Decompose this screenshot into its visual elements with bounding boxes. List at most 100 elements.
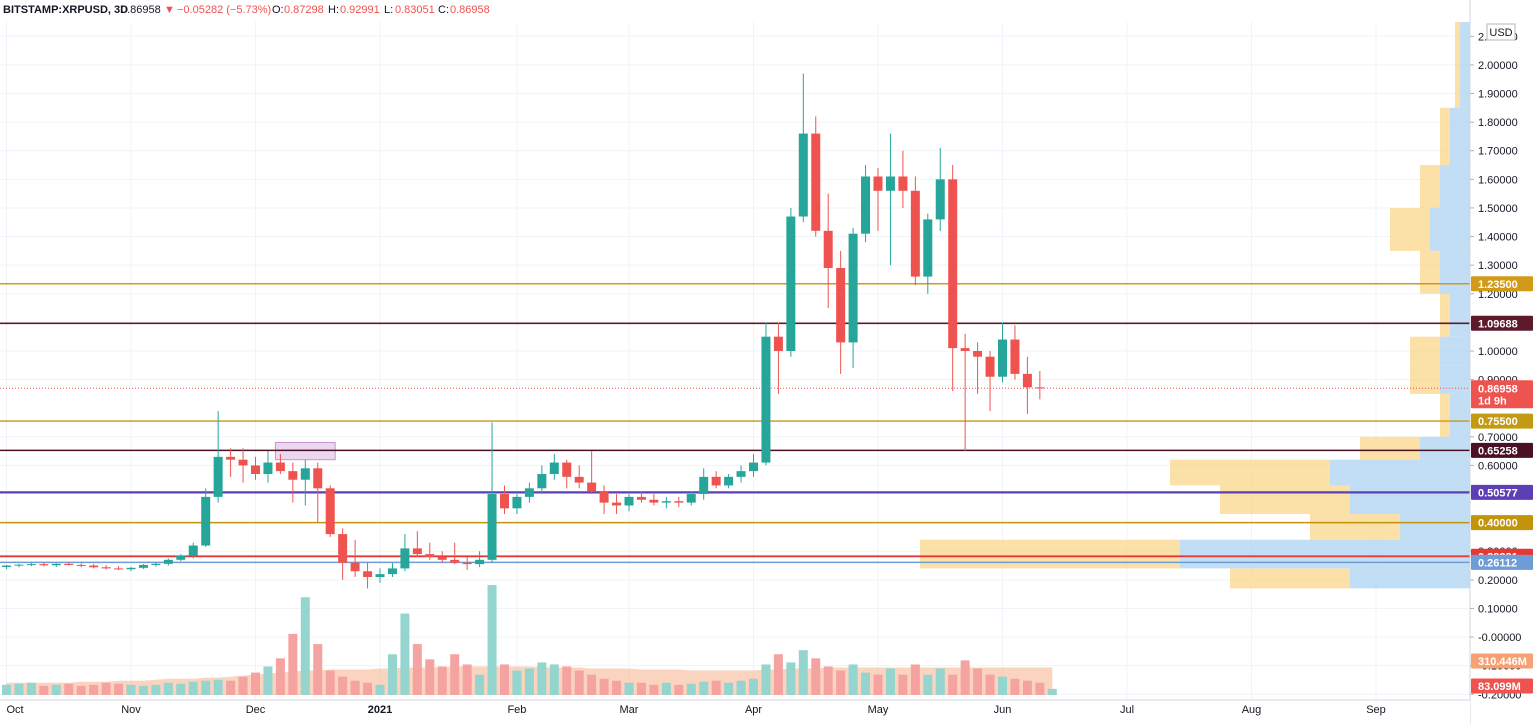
profile-up-bar <box>1440 250 1470 294</box>
candle <box>649 494 659 506</box>
candle <box>599 485 609 515</box>
volume-bar <box>226 680 236 695</box>
candle <box>375 568 385 583</box>
price-tick-label: 1.30000 <box>1478 260 1518 272</box>
profile-down-bar <box>1440 107 1450 166</box>
candle <box>1022 356 1032 414</box>
candle <box>487 422 497 563</box>
volume-bar <box>39 685 49 695</box>
time-tick-label: Nov <box>121 704 141 716</box>
candle <box>151 562 161 567</box>
volume-bar <box>773 654 783 695</box>
candle <box>412 531 422 557</box>
candle-body <box>76 564 86 566</box>
candle <box>39 562 49 567</box>
candle <box>873 167 883 231</box>
price-axis[interactable]: 2.100002.000001.900001.800001.700001.600… <box>1469 0 1536 724</box>
volume-bar <box>1010 678 1020 695</box>
volume-bar <box>798 650 808 695</box>
candle <box>201 488 211 547</box>
low-label: L: <box>384 4 393 16</box>
price-tick-label: 0.70000 <box>1478 432 1518 444</box>
candle-body <box>176 555 186 560</box>
currency-box[interactable]: USD <box>1486 23 1516 41</box>
candle-body <box>487 494 497 560</box>
volume-bar <box>101 682 111 695</box>
candle-body <box>400 548 410 569</box>
candle-body <box>798 133 808 217</box>
volume-bar <box>2 684 11 695</box>
volume-bar <box>500 664 509 695</box>
volume-bar <box>599 678 609 695</box>
candle-body <box>935 179 945 220</box>
time-tick-label: Jun <box>994 704 1012 716</box>
volume-bar <box>749 678 758 695</box>
volume-bar <box>935 668 945 695</box>
legend-header: BITSTAMP:XRPUSD, 3D 0.86958 ▼ −0.05282 (… <box>0 0 490 18</box>
candle <box>624 494 634 512</box>
symbol-label: BITSTAMP:XRPUSD, 3D <box>3 4 128 16</box>
high-value: 0.92991 <box>340 4 380 16</box>
candle-body <box>412 548 422 555</box>
candle <box>51 563 61 567</box>
candle-body <box>1010 339 1020 374</box>
volume-bar <box>375 684 385 695</box>
candle-body <box>686 494 696 503</box>
price-tick-label: -0.00000 <box>1478 632 1521 644</box>
candle-body <box>749 462 758 472</box>
volume-bar <box>910 664 920 695</box>
candle <box>325 485 335 537</box>
candle-body <box>226 456 236 460</box>
last-price: 0.86958 <box>121 4 161 16</box>
candle-body <box>350 562 360 572</box>
time-axis-bg <box>0 700 1470 724</box>
profile-up-bar <box>1460 22 1470 108</box>
candle-body <box>450 559 460 563</box>
level-price-label-bg <box>1471 442 1533 458</box>
candle-body <box>910 190 920 277</box>
price-axis-bg <box>1470 0 1536 724</box>
candle-body <box>325 488 335 535</box>
candle <box>251 456 260 480</box>
volume-bar <box>188 681 198 695</box>
candle <box>1010 325 1020 380</box>
candle-body <box>2 565 11 567</box>
volume-bar <box>512 670 522 695</box>
profile-up-bar <box>1180 539 1470 569</box>
price-tick-label: 1.40000 <box>1478 232 1518 244</box>
candle-body <box>873 176 883 191</box>
candle-body <box>811 133 821 231</box>
candle <box>462 556 472 570</box>
candle-body <box>649 499 659 503</box>
candle-body <box>201 496 211 546</box>
candle-body <box>948 179 958 349</box>
volume-bar <box>761 664 771 695</box>
time-axis[interactable]: Oct Nov Dec 2021 Feb Mar Apr May Jun Jul Aug Sep <box>0 699 1470 724</box>
level-price-label-bg <box>1471 276 1533 292</box>
candle <box>176 554 186 562</box>
profile-down-bar <box>1170 459 1330 486</box>
candles <box>2 73 1045 589</box>
candle-body <box>998 339 1007 377</box>
volume-bar <box>1035 682 1045 695</box>
candle <box>724 474 734 489</box>
profile-down-bar <box>1420 250 1440 294</box>
price-tick-label: 0.20000 <box>1478 575 1518 587</box>
candle <box>636 491 646 503</box>
candle-body <box>549 462 559 474</box>
candle-body <box>985 356 995 377</box>
profile-up-bar <box>1350 568 1470 589</box>
candle-body <box>338 534 348 563</box>
candle-body <box>636 496 646 500</box>
profile-down-bar <box>1220 485 1350 515</box>
candle-body <box>823 230 833 269</box>
candle-body <box>624 496 634 506</box>
level-price-label-bg <box>1471 315 1533 331</box>
volume-bar <box>400 613 410 695</box>
candle <box>985 350 995 412</box>
level-price-label-bg <box>1471 554 1533 570</box>
candle <box>2 564 11 569</box>
volume-bar <box>574 670 584 695</box>
candle <box>923 213 933 294</box>
